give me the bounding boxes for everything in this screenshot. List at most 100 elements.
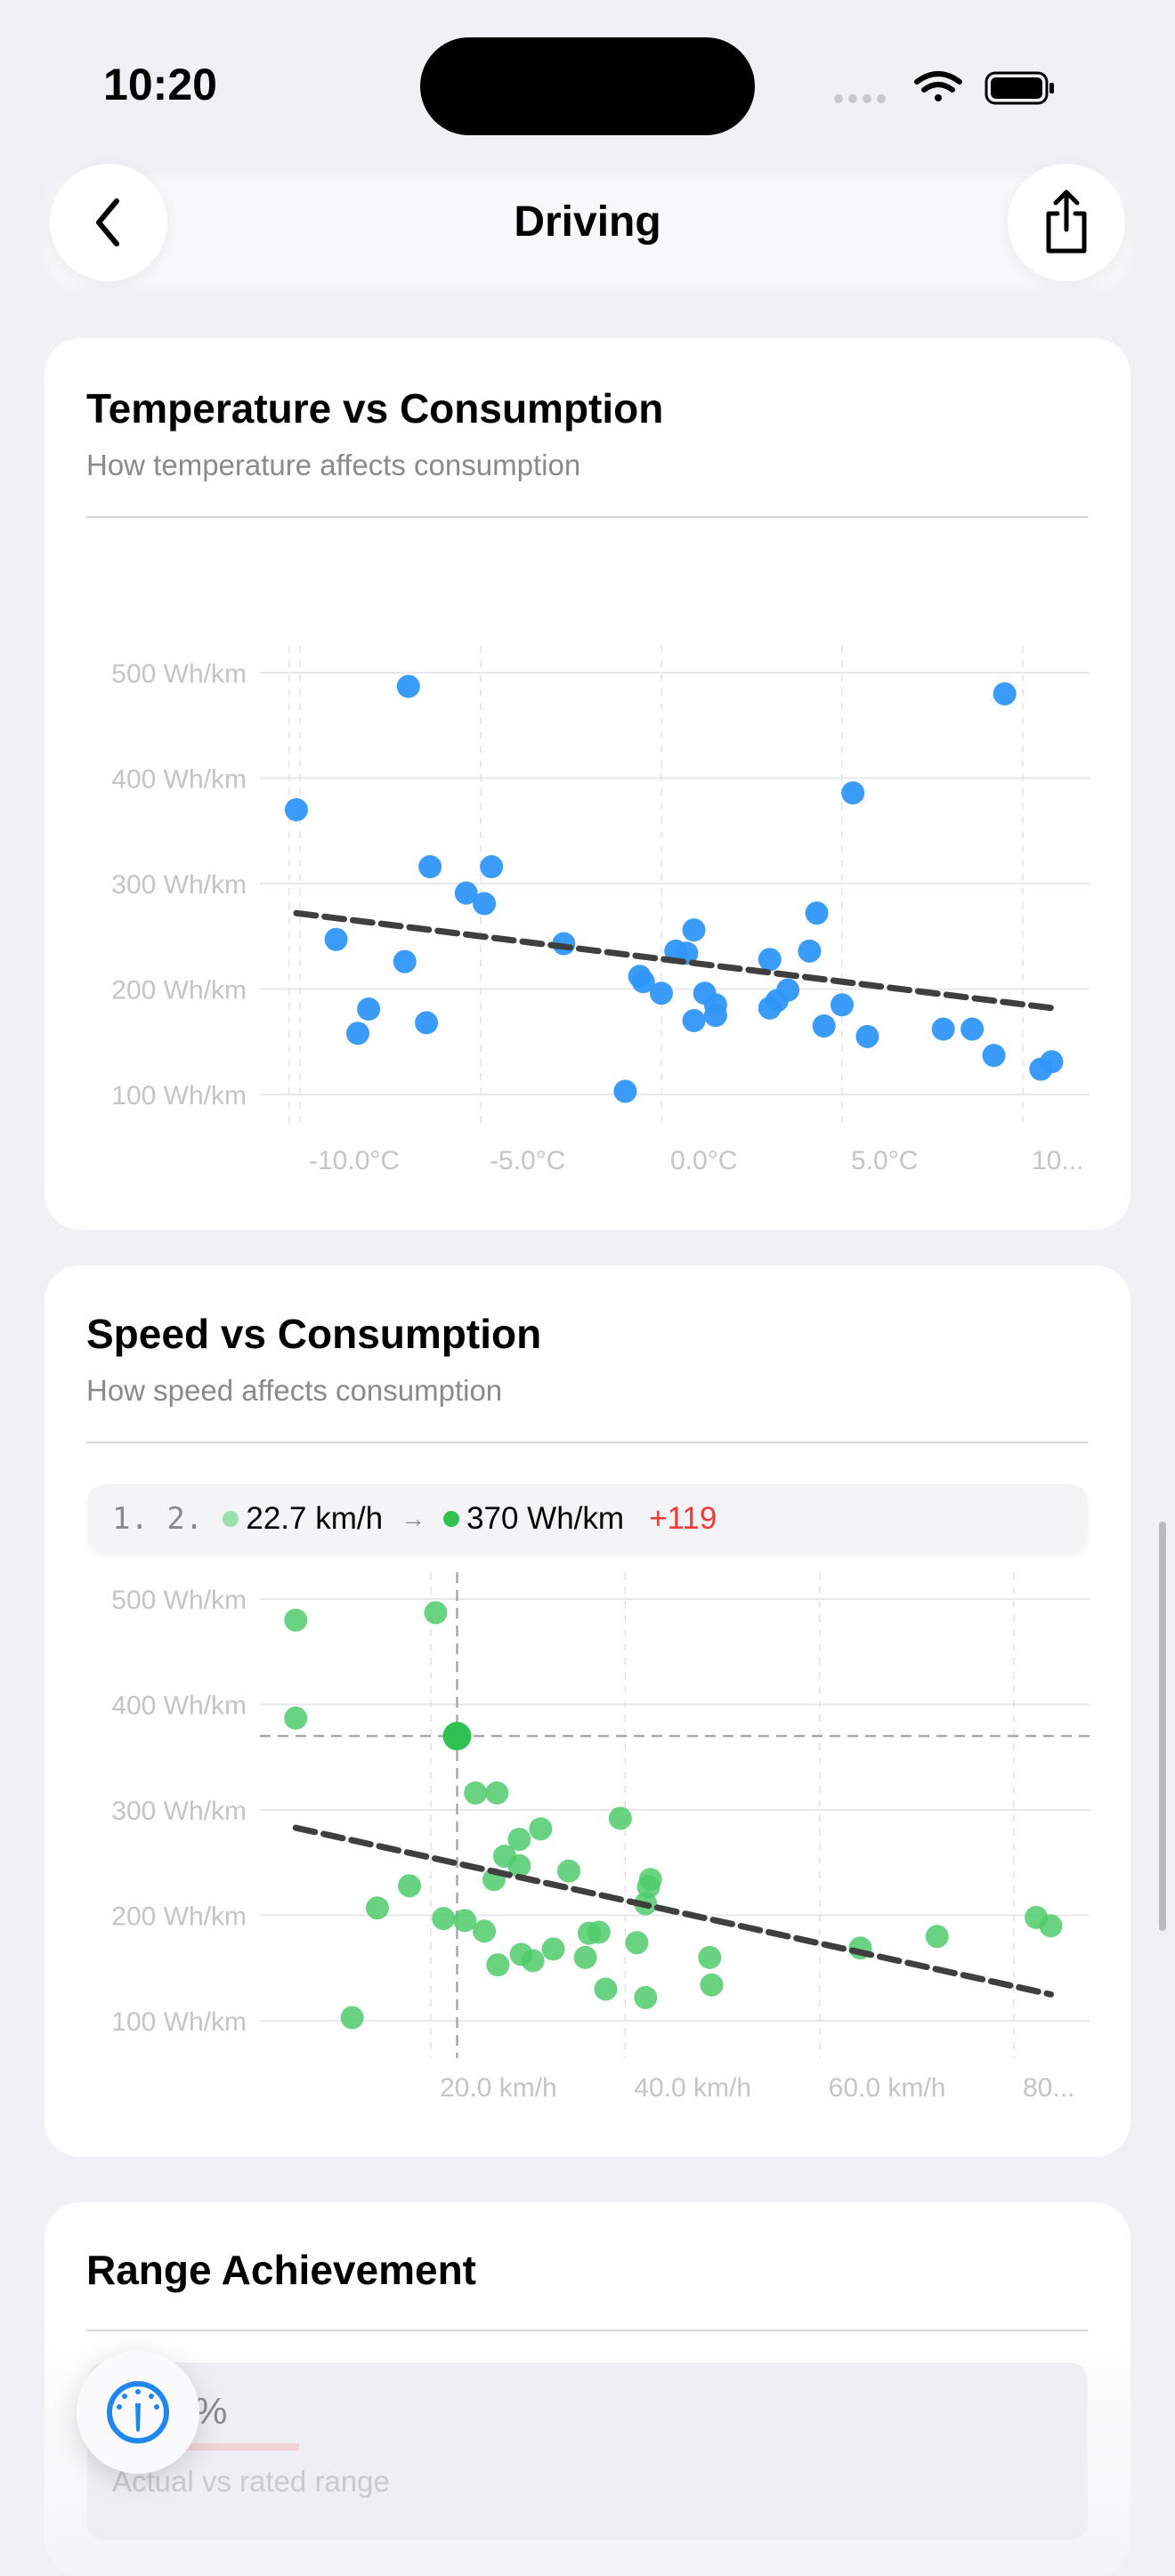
data-point (464, 1781, 488, 1805)
card-title: Temperature vs Consumption (86, 385, 664, 432)
y-tick-label: 400 Wh/km (111, 1692, 247, 1721)
range-progress-bar (125, 2443, 299, 2451)
data-point (541, 1937, 565, 1961)
y-tick-label: 200 Wh/km (111, 1902, 247, 1932)
trend-line (292, 1824, 1054, 1998)
data-point (805, 901, 829, 925)
signal-icon (834, 94, 886, 103)
data-point (1040, 1050, 1064, 1074)
dot-icon (223, 1511, 239, 1527)
trend-line (293, 909, 1055, 1012)
x-tick-label: 40.0 km/h (634, 2073, 751, 2103)
data-point (473, 1919, 497, 1943)
data-point (960, 1017, 985, 1041)
data-point (650, 981, 673, 1005)
card-title: Range Achievement (86, 2247, 476, 2293)
data-point (397, 1874, 421, 1898)
x-tick-label: 80... (1023, 2073, 1074, 2103)
range-caption: Actual vs rated range (112, 2465, 390, 2498)
floating-dashboard-button[interactable] (77, 2351, 199, 2474)
back-button[interactable] (50, 164, 167, 281)
data-point (855, 1024, 879, 1048)
wifi-icon (914, 71, 962, 101)
divider (86, 2330, 1088, 2331)
y-tick-label: 500 Wh/km (111, 659, 247, 689)
battery-icon (985, 71, 1054, 105)
data-point (396, 674, 420, 699)
data-point (812, 1013, 836, 1038)
y-tick-label: 400 Wh/km (111, 765, 247, 795)
data-point (284, 1608, 308, 1632)
x-tick-label: -10.0°C (309, 1146, 400, 1175)
data-point (682, 1009, 706, 1033)
data-point (507, 1853, 531, 1877)
selection-tooltip: 1. 2. 22.7 km/h → 370 Wh/km +119 (87, 1484, 1088, 1554)
gauge-icon (107, 2381, 169, 2443)
arrow-right-icon: → (401, 1505, 426, 1532)
data-point (831, 993, 854, 1017)
range-value: % (194, 2390, 228, 2432)
tooltip-x-value: 22.7 km/h (246, 1501, 384, 1536)
data-point (594, 1977, 618, 2001)
data-point (432, 1907, 456, 1931)
data-point (415, 1011, 439, 1035)
x-tick-label: 10... (1032, 1146, 1083, 1175)
data-point (798, 939, 822, 963)
data-point (393, 949, 417, 973)
dot-icon (443, 1511, 460, 1527)
data-point (340, 2006, 364, 2030)
data-point (634, 1985, 658, 2009)
card-title: Speed vs Consumption (86, 1311, 542, 1357)
y-tick-label: 100 Wh/km (111, 1081, 247, 1110)
selected-data-point (442, 1722, 472, 1751)
x-tick-label: -5.0°C (490, 1146, 565, 1175)
x-tick-label: 20.0 km/h (440, 2073, 557, 2103)
x-tick-label: 60.0 km/h (829, 2073, 946, 2103)
data-point (324, 927, 348, 951)
data-point (698, 1945, 722, 1969)
data-point (587, 1920, 611, 1944)
divider (86, 516, 1088, 518)
data-point (700, 1973, 724, 1997)
scrollbar[interactable] (1159, 1522, 1166, 1931)
data-point (925, 1925, 949, 1949)
temperature-card (45, 338, 1130, 1230)
y-tick-label: 300 Wh/km (111, 1797, 247, 1826)
temperature-scatter-chart: 500 Wh/km 400 Wh/km 300 Wh/km 200 Wh/km 100 … (111, 646, 1090, 1175)
data-point (557, 1859, 581, 1883)
card-subtitle: How temperature affects consumption (86, 448, 581, 481)
share-icon (1046, 190, 1087, 254)
data-point (345, 1022, 369, 1046)
speed-card (45, 1265, 1130, 2157)
page-title: Driving (514, 198, 661, 246)
data-point (631, 970, 655, 994)
data-point (424, 1601, 448, 1625)
data-point (608, 1806, 632, 1830)
share-button[interactable] (1008, 164, 1125, 281)
data-point (521, 1949, 545, 1973)
dynamic-island (420, 37, 755, 135)
card-subtitle: How speed affects consumption (86, 1374, 503, 1407)
data-point (284, 798, 308, 822)
tooltip-delta: +119 (649, 1501, 717, 1536)
x-tick-label: 0.0°C (670, 1146, 737, 1175)
y-tick-label: 200 Wh/km (111, 976, 247, 1005)
data-point (613, 1079, 637, 1103)
tooltip-y-value: 370 Wh/km (466, 1501, 625, 1536)
data-point (758, 948, 782, 972)
data-point (507, 1828, 531, 1852)
data-point (454, 881, 478, 905)
data-point (993, 682, 1017, 706)
data-point (284, 1706, 308, 1730)
data-point (357, 997, 381, 1022)
data-point (625, 1931, 649, 1955)
tooltip-index: 1. 2. (112, 1501, 204, 1537)
data-point (841, 781, 865, 805)
y-tick-label: 100 Wh/km (111, 2007, 247, 2037)
data-point (418, 855, 442, 879)
nav-background (45, 174, 1130, 289)
data-point (682, 918, 706, 942)
y-tick-label: 500 Wh/km (111, 1586, 247, 1615)
divider (86, 1441, 1088, 1443)
chevron-left-icon (96, 198, 119, 246)
